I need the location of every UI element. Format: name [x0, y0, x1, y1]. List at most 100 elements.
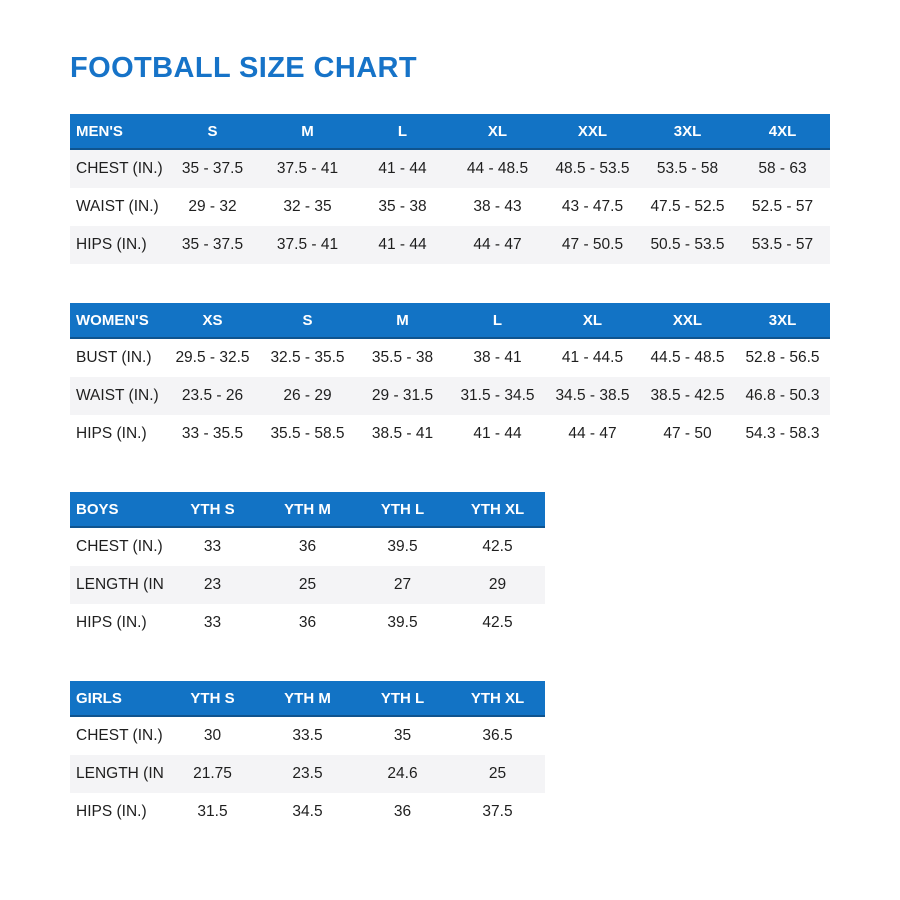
- table-body: CHEST (IN.) 30 33.5 35 36.5 LENGTH (IN.) 21.75…: [70, 717, 545, 831]
- row-label: HIPS (IN.): [76, 803, 147, 820]
- size-value-cell: 38 - 41: [473, 349, 522, 366]
- size-value-cell: 37.5 - 41: [276, 236, 339, 253]
- size-value-cell: 52.5 - 57: [751, 198, 814, 215]
- table-row: WAIST (IN.) 29 - 32 32 - 35 35 - 38 38 - 43 4…: [70, 188, 830, 226]
- size-value-cell: 37.5 - 41: [276, 160, 339, 177]
- size-value-cell: 34.5 - 38.5: [555, 387, 630, 404]
- size-header-cell: S: [207, 122, 218, 140]
- size-header-cell: L: [492, 311, 503, 329]
- size-header-cell: YTH S: [190, 500, 235, 518]
- page-title: FOOTBALL SIZE CHART: [70, 52, 417, 84]
- size-header-cell: YTH L: [380, 689, 425, 707]
- size-value-cell: 37.5: [482, 803, 513, 820]
- size-header-cell: 3XL: [768, 311, 797, 329]
- size-value-cell: 54.3 - 58.3: [745, 425, 820, 442]
- size-value-cell: 30: [203, 727, 222, 744]
- size-value-cell: 33: [203, 538, 222, 555]
- size-header-cell: XL: [487, 122, 508, 140]
- size-value-cell: 36: [298, 614, 317, 631]
- size-table-boys: BOYS YTH S YTH M YTH L YTH XL CHEST (IN.) 33 3…: [70, 492, 545, 642]
- table-body: CHEST (IN.) 33 36 39.5 42.5 LENGTH (IN.) 23 25 2…: [70, 528, 545, 642]
- size-value-cell: 53.5 - 58: [656, 160, 719, 177]
- row-label: HIPS (IN.): [76, 614, 147, 631]
- size-header-cell: XXL: [672, 311, 703, 329]
- size-header-cell: YTH XL: [470, 689, 525, 707]
- size-value-cell: 35.5 - 38: [371, 349, 434, 366]
- size-value-cell: 42.5: [482, 614, 513, 631]
- size-header-cell: YTH S: [190, 689, 235, 707]
- size-value-cell: 27: [393, 576, 412, 593]
- size-value-cell: 33 - 35.5: [181, 425, 244, 442]
- table-title-cell: MEN'S: [76, 122, 123, 140]
- size-value-cell: 32.5 - 35.5: [270, 349, 345, 366]
- table-body: CHEST (IN.) 35 - 37.5 37.5 - 41 41 - 44 44 -…: [70, 150, 830, 264]
- size-value-cell: 44 - 48.5: [466, 160, 529, 177]
- table-header-row: BOYS YTH S YTH M YTH L YTH XL: [70, 492, 545, 528]
- table-row: HIPS (IN.) 33 - 35.5 35.5 - 58.5 38.5 - 41 4…: [70, 415, 830, 453]
- size-value-cell: 35.5 - 58.5: [270, 425, 345, 442]
- row-label: HIPS (IN.): [76, 236, 147, 253]
- row-label: HIPS (IN.): [76, 425, 147, 442]
- row-label: LENGTH (IN.): [76, 576, 165, 593]
- size-header-cell: XXL: [577, 122, 608, 140]
- size-value-cell: 33: [203, 614, 222, 631]
- size-value-cell: 41 - 44.5: [561, 349, 624, 366]
- size-value-cell: 29 - 31.5: [371, 387, 434, 404]
- table-row: CHEST (IN.) 33 36 39.5 42.5: [70, 528, 545, 566]
- size-header-cell: YTH XL: [470, 500, 525, 518]
- table-row: WAIST (IN.) 23.5 - 26 26 - 29 29 - 31.5 31.5…: [70, 377, 830, 415]
- table-row: HIPS (IN.) 35 - 37.5 37.5 - 41 41 - 44 44 - …: [70, 226, 830, 264]
- size-value-cell: 29.5 - 32.5: [175, 349, 250, 366]
- size-value-cell: 36: [298, 538, 317, 555]
- size-header-cell: M: [396, 311, 409, 329]
- size-header-cell: XS: [202, 311, 223, 329]
- table-title-cell: BOYS: [76, 500, 119, 518]
- size-value-cell: 44 - 47: [473, 236, 522, 253]
- table-header-row: GIRLS YTH S YTH M YTH L YTH XL: [70, 681, 545, 717]
- size-value-cell: 34.5: [292, 803, 323, 820]
- size-value-cell: 21.75: [193, 765, 232, 782]
- size-value-cell: 38.5 - 41: [371, 425, 434, 442]
- table-body: BUST (IN.) 29.5 - 32.5 32.5 - 35.5 35.5 - 3…: [70, 339, 830, 453]
- size-header-cell: S: [302, 311, 313, 329]
- size-header-cell: YTH M: [284, 689, 331, 707]
- size-value-cell: 35 - 37.5: [181, 236, 244, 253]
- size-table-mens: MEN'S S M L XL XXL 3XL 4XL CHEST (IN.) 35 - 37.5…: [70, 114, 830, 264]
- size-value-cell: 25: [298, 576, 317, 593]
- size-value-cell: 23.5 - 26: [181, 387, 244, 404]
- size-header-cell: YTH L: [380, 500, 425, 518]
- size-value-cell: 50.5 - 53.5: [650, 236, 725, 253]
- table-row: CHEST (IN.) 30 33.5 35 36.5: [70, 717, 545, 755]
- size-value-cell: 41 - 44: [378, 236, 427, 253]
- row-label: WAIST (IN.): [76, 198, 159, 215]
- size-value-cell: 33.5: [292, 727, 323, 744]
- row-label: BUST (IN.): [76, 349, 152, 366]
- size-value-cell: 32 - 35: [283, 198, 332, 215]
- size-value-cell: 29 - 32: [188, 198, 237, 215]
- size-header-cell: L: [397, 122, 408, 140]
- size-value-cell: 26 - 29: [283, 387, 332, 404]
- row-label: CHEST (IN.): [76, 160, 163, 177]
- size-value-cell: 42.5: [482, 538, 513, 555]
- size-table-girls: GIRLS YTH S YTH M YTH L YTH XL CHEST (IN.) 30…: [70, 681, 545, 831]
- table-row: CHEST (IN.) 35 - 37.5 37.5 - 41 41 - 44 44 -…: [70, 150, 830, 188]
- size-value-cell: 29: [488, 576, 507, 593]
- size-value-cell: 24.6: [387, 765, 418, 782]
- size-header-cell: 3XL: [673, 122, 702, 140]
- size-value-cell: 38.5 - 42.5: [650, 387, 725, 404]
- table-row: HIPS (IN.) 31.5 34.5 36 37.5: [70, 793, 545, 831]
- size-value-cell: 31.5: [197, 803, 228, 820]
- size-value-cell: 44.5 - 48.5: [650, 349, 725, 366]
- size-value-cell: 35 - 37.5: [181, 160, 244, 177]
- row-label: CHEST (IN.): [76, 538, 163, 555]
- table-row: HIPS (IN.) 33 36 39.5 42.5: [70, 604, 545, 642]
- size-value-cell: 36: [393, 803, 412, 820]
- size-value-cell: 47 - 50.5: [561, 236, 624, 253]
- row-label: CHEST (IN.): [76, 727, 163, 744]
- table-row: LENGTH (IN.) 21.75 23.5 24.6 25: [70, 755, 545, 793]
- size-value-cell: 25: [488, 765, 507, 782]
- size-table-womens: WOMEN'S XS S M L XL XXL 3XL BUST (IN.) 29.5 - 32…: [70, 303, 830, 453]
- size-value-cell: 31.5 - 34.5: [460, 387, 535, 404]
- table-title-cell: GIRLS: [76, 689, 122, 707]
